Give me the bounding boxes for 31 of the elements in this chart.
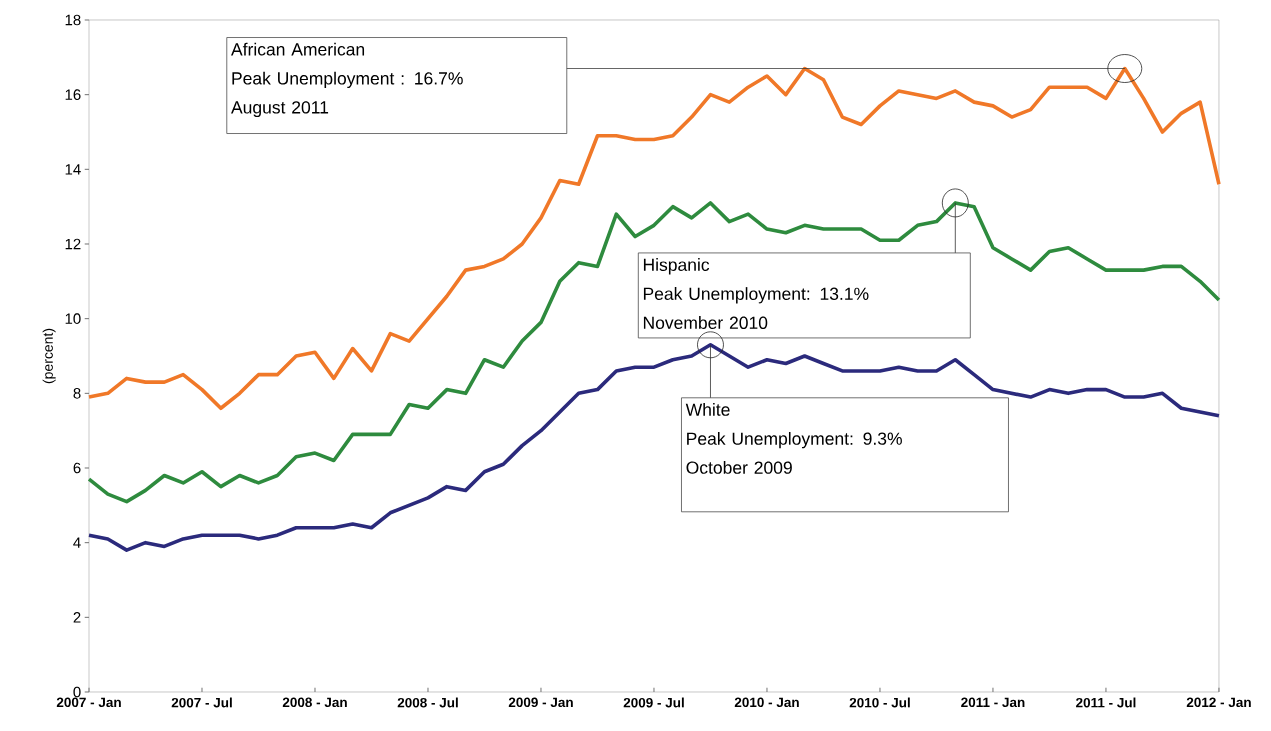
x-tick-label: 2010 - Jul <box>849 697 910 708</box>
x-tick-label: 2007 - Jan <box>56 697 121 708</box>
x-tick-label: 2008 - Jul <box>397 697 458 708</box>
annotation: August 2011 <box>231 101 329 118</box>
y-axis-title: (percent) <box>42 328 56 384</box>
y-tick-label: 8 <box>73 388 81 399</box>
annotation: Hispanic <box>643 258 710 275</box>
annotation: October 2009 <box>686 460 792 474</box>
x-tick-label: 2007 - Jul <box>171 697 232 708</box>
y-tick-label: 16 <box>65 89 81 100</box>
y-tick-label: 4 <box>73 537 81 548</box>
annotation: African American <box>231 42 365 56</box>
x-tick-label: 2011 - Jul <box>1076 697 1136 708</box>
y-tick-label: 10 <box>65 313 81 324</box>
y-tick-label: 6 <box>73 462 81 474</box>
annotation: Peak Unemployment: 9.3% <box>687 431 902 449</box>
y-tick-label: 0 <box>73 686 81 698</box>
x-tick-label: 2008 - Jan <box>282 697 347 708</box>
annotation: Peak Unemployment: 13.1% <box>643 287 869 304</box>
annotation: White <box>685 402 730 416</box>
y-tick-label: 14 <box>65 164 81 175</box>
annotation: November 2010 <box>643 316 768 329</box>
y-tick-label: 18 <box>65 14 81 26</box>
y-tick-label: 12 <box>65 238 81 250</box>
x-tick-label: 2012 - Jan <box>1186 697 1251 708</box>
x-tick-label: 2009 - Jul <box>623 697 684 708</box>
x-tick-label: 2011 - Jan <box>961 697 1025 708</box>
y-tick-label: 2 <box>73 612 81 623</box>
x-tick-label: 2010 - Jan <box>734 697 799 708</box>
x-tick-label: 2009 - Jan <box>508 697 573 708</box>
annotation: Peak Unemployment : 16.7% <box>232 71 463 89</box>
